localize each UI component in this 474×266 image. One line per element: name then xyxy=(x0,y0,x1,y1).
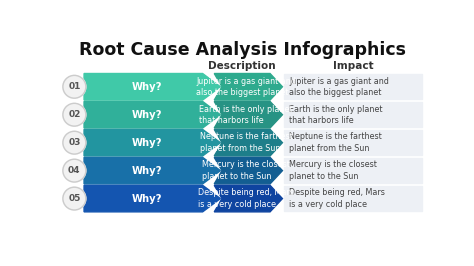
Text: Jupiter is a gas giant and
also the biggest planet: Jupiter is a gas giant and also the bigg… xyxy=(196,77,296,97)
Circle shape xyxy=(63,75,86,98)
Polygon shape xyxy=(84,73,220,100)
Text: Neptune is the farthest
planet from the Sun: Neptune is the farthest planet from the … xyxy=(200,132,292,153)
Text: Neptune is the farthest
planet from the Sun: Neptune is the farthest planet from the … xyxy=(290,132,382,153)
Circle shape xyxy=(63,159,86,182)
Polygon shape xyxy=(214,157,283,184)
Bar xyxy=(284,186,422,211)
Text: Root Cause Analysis Infographics: Root Cause Analysis Infographics xyxy=(80,41,406,59)
Text: Why?: Why? xyxy=(132,138,163,148)
Text: Why?: Why? xyxy=(132,110,163,120)
Text: 01: 01 xyxy=(68,82,81,91)
Text: Why?: Why? xyxy=(132,194,163,203)
Polygon shape xyxy=(84,129,220,156)
Polygon shape xyxy=(214,73,283,100)
Text: Why?: Why? xyxy=(132,82,163,92)
Polygon shape xyxy=(84,157,220,184)
Text: 04: 04 xyxy=(68,166,81,175)
Text: Description: Description xyxy=(208,61,275,71)
Text: Mercury is the closest
planet to the Sun: Mercury is the closest planet to the Sun xyxy=(290,160,377,181)
Circle shape xyxy=(63,131,86,154)
Text: Mercury is the closest
planet to the Sun: Mercury is the closest planet to the Sun xyxy=(202,160,290,181)
Bar xyxy=(284,74,422,99)
Polygon shape xyxy=(214,101,283,128)
Bar xyxy=(284,130,422,155)
Text: Jupiter is a gas giant and
also the biggest planet: Jupiter is a gas giant and also the bigg… xyxy=(290,77,389,97)
Circle shape xyxy=(63,187,86,210)
Bar xyxy=(284,102,422,127)
Text: Why?: Why? xyxy=(132,166,163,176)
Text: 05: 05 xyxy=(68,194,81,203)
Polygon shape xyxy=(214,129,283,156)
Text: Despite being red, Mars
is a very cold place: Despite being red, Mars is a very cold p… xyxy=(198,188,294,209)
Polygon shape xyxy=(84,101,220,128)
Text: Earth is the only planet
that harbors life: Earth is the only planet that harbors li… xyxy=(199,105,293,125)
Polygon shape xyxy=(214,185,283,212)
Circle shape xyxy=(63,103,86,126)
Text: Earth is the only planet
that harbors life: Earth is the only planet that harbors li… xyxy=(290,105,383,125)
Polygon shape xyxy=(84,185,220,212)
Text: 03: 03 xyxy=(68,138,81,147)
Text: Despite being red, Mars
is a very cold place: Despite being red, Mars is a very cold p… xyxy=(290,188,385,209)
Text: 02: 02 xyxy=(68,110,81,119)
Bar xyxy=(284,158,422,183)
Text: Impact: Impact xyxy=(333,61,374,71)
